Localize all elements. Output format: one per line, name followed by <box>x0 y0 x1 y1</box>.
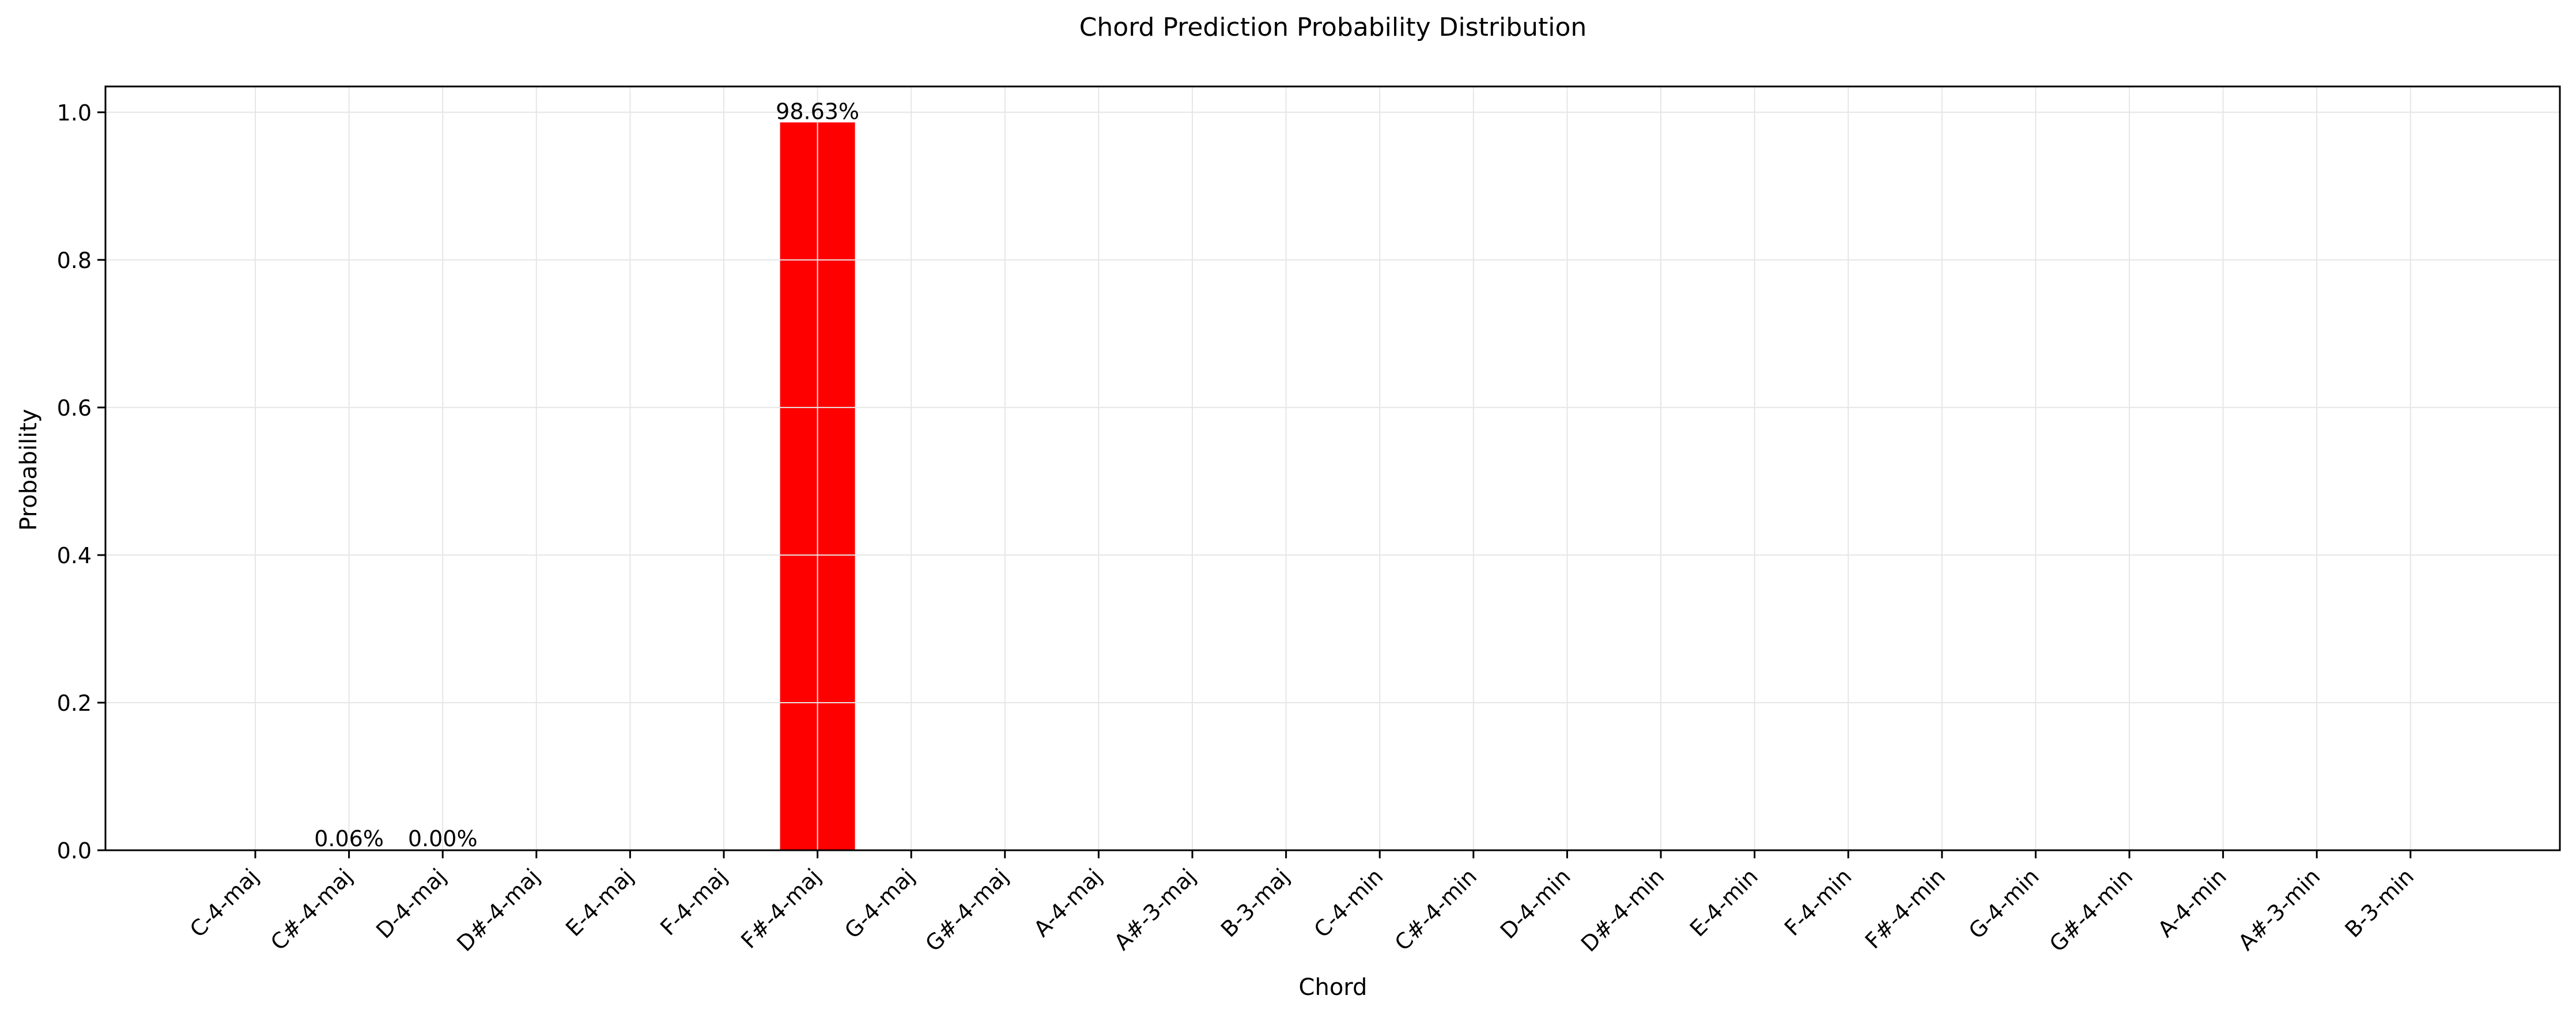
x-tick-label: G#-4-min <box>2045 864 2138 957</box>
x-tick-label: A#-3-maj <box>1109 864 1201 955</box>
chart-title: Chord Prediction Probability Distributio… <box>1079 13 1587 42</box>
bars-group <box>311 122 855 850</box>
y-axis: 0.0 0.2 0.4 0.6 0.8 1.0 <box>57 100 105 864</box>
x-tick-label: E-4-min <box>1685 864 1763 941</box>
x-tick-label: G#-4-maj <box>920 864 1013 956</box>
y-tick-label: 0.6 <box>57 395 92 421</box>
x-tick-label: F#-4-min <box>1860 864 1950 953</box>
y-tick-label: 0.4 <box>57 543 92 568</box>
x-tick-label: A-4-min <box>2153 864 2231 942</box>
x-tick-label: F-4-maj <box>655 864 732 940</box>
x-tick-label: C-4-min <box>1309 864 1388 942</box>
bar-labels-group: 0.06% 0.00% 98.63% <box>314 99 859 851</box>
bar-value-label: 0.00% <box>408 826 478 851</box>
x-tick-label: D#-4-min <box>1576 864 1669 956</box>
x-tick-label: B-3-maj <box>1216 864 1294 942</box>
y-tick-label: 0.0 <box>57 838 92 864</box>
x-tick-label: G-4-min <box>1964 864 2044 944</box>
x-tick-label: C#-4-min <box>1390 864 1482 956</box>
x-tick-label: B-3-min <box>2340 864 2419 942</box>
x-tick-label: D-4-maj <box>371 864 451 943</box>
x-tick-label: D-4-min <box>1495 864 1576 944</box>
y-tick-label: 1.0 <box>57 100 92 126</box>
y-tick-label: 0.8 <box>57 248 92 273</box>
x-tick-label: D#-4-maj <box>452 864 545 956</box>
x-tick-label: F#-4-maj <box>736 864 826 953</box>
x-axis: C-4-maj C#-4-maj D-4-maj D#-4-maj E-4-maj F-4… <box>185 850 2419 957</box>
x-tick-label: E-4-maj <box>561 864 639 941</box>
x-axis-label: Chord <box>1299 974 1368 1001</box>
y-tick-label: 0.2 <box>57 691 92 716</box>
x-tick-label: C#-4-maj <box>266 864 357 955</box>
x-tick-label: C-4-maj <box>185 864 263 942</box>
x-tick-label: F-4-min <box>1780 864 1857 941</box>
bar-value-label: 0.06% <box>314 826 384 851</box>
x-tick-label: G-4-maj <box>840 864 920 944</box>
bar-value-label: 98.63% <box>776 99 859 124</box>
y-axis-label: Probability <box>16 409 42 530</box>
x-tick-label: A#-3-min <box>2233 864 2325 955</box>
plot-frame <box>104 85 2561 851</box>
x-tick-label: A-4-maj <box>1029 864 1106 941</box>
grid-lines <box>105 86 2560 851</box>
